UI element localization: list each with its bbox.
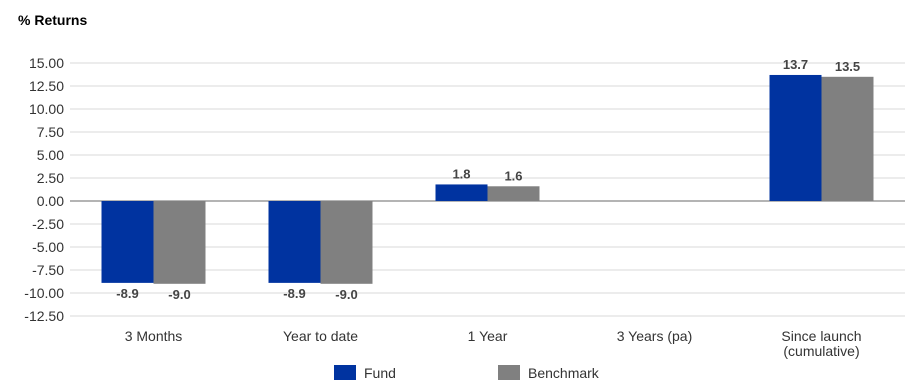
gridlines: [70, 62, 905, 317]
x-axis-categories: 3 Months Year to date 1 Year 3 Years (pa) Si…: [125, 328, 862, 359]
category-label: 3 Months: [125, 328, 183, 344]
y-tick-label: -5.00: [32, 239, 64, 255]
fund-bar: [268, 201, 321, 283]
category-label: 3 Years (pa): [617, 328, 693, 344]
legend-label-fund: Fund: [364, 365, 396, 381]
data-label: 13.5: [835, 59, 860, 74]
data-label: -8.9: [116, 286, 138, 301]
data-label: -9.0: [335, 287, 357, 302]
data-label: 13.7: [783, 57, 808, 72]
benchmark-bar: [153, 201, 206, 284]
y-tick-label: 10.00: [29, 101, 64, 117]
legend-label-benchmark: Benchmark: [528, 365, 600, 381]
y-tick-label: -12.50: [24, 308, 64, 324]
y-tick-label: -10.00: [24, 285, 64, 301]
y-tick-label: 2.50: [37, 170, 64, 186]
data-label: -9.0: [168, 287, 190, 302]
y-axis-ticks: 15.00 12.50 10.00 7.50 5.00 2.50 0.00 -2.50 -5.0…: [24, 55, 64, 324]
y-tick-label: -2.50: [32, 216, 64, 232]
y-tick-label: 7.50: [37, 124, 64, 140]
category-label: Year to date: [283, 328, 358, 344]
data-label: -8.9: [283, 286, 305, 301]
data-label: 1.8: [452, 166, 470, 181]
category-label: Since launch (cumulative): [781, 328, 861, 359]
benchmark-bar: [821, 76, 874, 201]
y-tick-label: 5.00: [37, 147, 64, 163]
y-tick-label: 15.00: [29, 55, 64, 71]
y-tick-label: 0.00: [37, 193, 64, 209]
legend: Fund Benchmark: [334, 365, 600, 381]
bars: [101, 74, 874, 284]
y-tick-label: -7.50: [32, 262, 64, 278]
y-tick-label: 12.50: [29, 78, 64, 94]
fund-bar: [435, 184, 488, 201]
data-labels: -8.9 -9.0 -8.9 -9.0 1.8 1.6 13.7 13.5: [116, 57, 860, 302]
benchmark-bar: [320, 201, 373, 284]
chart-title: % Returns: [18, 12, 87, 28]
data-label: 1.6: [504, 168, 522, 183]
legend-swatch-benchmark: [498, 365, 520, 380]
fund-bar: [769, 74, 822, 201]
fund-bar: [101, 201, 154, 283]
benchmark-bar: [487, 186, 540, 201]
category-label: 1 Year: [468, 328, 508, 344]
legend-swatch-fund: [334, 365, 356, 380]
